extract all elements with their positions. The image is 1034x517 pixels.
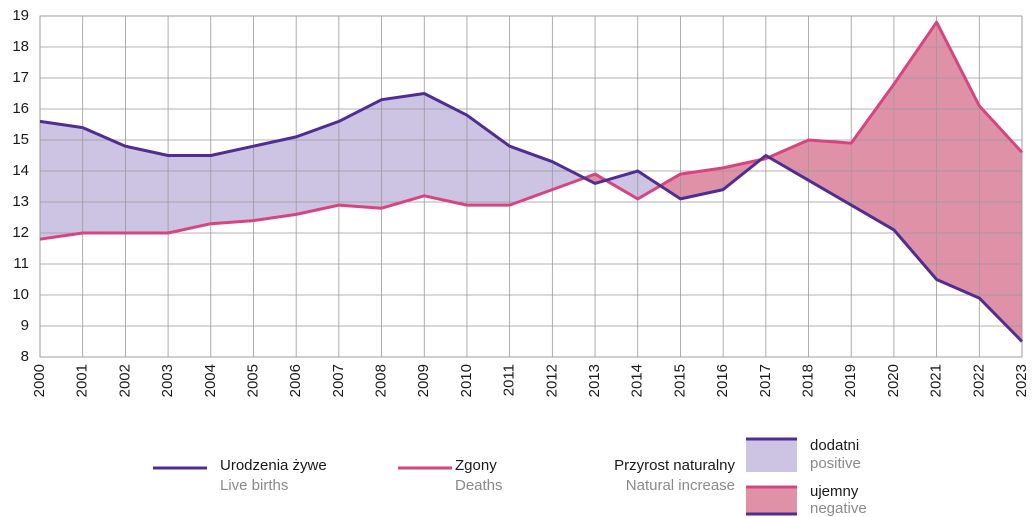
y-tick-label: 19 xyxy=(12,7,29,24)
fill-area xyxy=(637,171,661,199)
fill-area xyxy=(125,146,169,233)
grid: 8 9 10 11 12 13 14 15 16 17 18 19 2000 2001 2002 2003 20… xyxy=(12,7,1030,397)
legend-title-en: Natural increase xyxy=(626,477,735,494)
legend: Urodzenia żywe Live births Zgony Deaths Przy… xyxy=(153,437,867,517)
y-tick-label: 12 xyxy=(12,224,29,241)
fill-area xyxy=(552,161,585,190)
x-tick-label: 2002 xyxy=(116,364,133,397)
fill-area xyxy=(338,99,382,209)
legend-swatch xyxy=(746,486,797,514)
legend-label-en: positive xyxy=(810,455,861,472)
y-tick-label: 14 xyxy=(12,162,29,179)
areas xyxy=(40,22,1022,342)
legend-label-en: Deaths xyxy=(455,477,503,494)
x-tick-label: 2010 xyxy=(458,364,475,397)
x-tick-label: 2014 xyxy=(629,364,646,397)
fill-area xyxy=(893,22,937,280)
x-tick-label: 2023 xyxy=(1013,364,1030,397)
x-tick-label: 2021 xyxy=(928,364,945,397)
x-tick-label: 2011 xyxy=(501,364,518,396)
x-tick-label: 2015 xyxy=(671,364,688,397)
fill-area xyxy=(936,22,980,299)
fill-area xyxy=(424,93,467,206)
legend-label: Zgony xyxy=(455,457,497,474)
fill-area xyxy=(768,140,809,181)
x-tick-label: 2017 xyxy=(757,364,774,397)
plot-frame xyxy=(39,15,1023,358)
x-tick-label: 2000 xyxy=(31,364,48,397)
x-tick-label: 2004 xyxy=(202,364,219,397)
legend-label: Urodzenia żywe xyxy=(220,457,327,474)
y-tick-label: 15 xyxy=(12,131,29,148)
y-tick-label: 10 xyxy=(12,286,29,303)
legend-swatch xyxy=(746,438,797,472)
y-tick-label: 9 xyxy=(21,317,29,334)
fill-area xyxy=(253,136,297,221)
x-tick-label: 2018 xyxy=(799,364,816,397)
y-tick-label: 13 xyxy=(12,193,29,210)
legend-label: dodatni xyxy=(810,437,859,454)
x-tick-label: 2003 xyxy=(159,364,176,397)
legend-title: Przyrost naturalny xyxy=(614,457,735,474)
x-tick-label: 2008 xyxy=(373,364,390,397)
fill-area xyxy=(168,155,211,233)
fill-area xyxy=(808,140,852,206)
legend-label-en: negative xyxy=(810,500,867,517)
lines xyxy=(39,20,1024,343)
y-tick-label: 11 xyxy=(13,255,29,272)
fill-area xyxy=(979,105,1022,342)
fill-area xyxy=(851,84,894,230)
fill-area xyxy=(40,121,83,240)
series-line xyxy=(39,92,1024,343)
fill-area xyxy=(296,121,339,215)
y-tick-label: 16 xyxy=(12,100,29,117)
y-tick-label: 8 xyxy=(21,348,29,365)
fill-area xyxy=(210,146,254,224)
x-tick-label: 2022 xyxy=(970,364,987,397)
x-tick-label: 2001 xyxy=(74,364,91,397)
x-tick-label: 2007 xyxy=(330,364,347,397)
legend-label-en: Live births xyxy=(220,477,288,494)
x-tick-label: 2013 xyxy=(586,364,603,397)
x-tick-label: 2006 xyxy=(287,364,304,397)
fill-area xyxy=(660,174,681,199)
x-tick-label: 2009 xyxy=(415,364,432,397)
fill-area xyxy=(509,146,553,206)
x-tick-label: 2005 xyxy=(244,364,261,397)
fill-area xyxy=(82,127,126,233)
fill-area xyxy=(466,115,510,206)
series-line xyxy=(39,20,1024,241)
x-tick-label: 2016 xyxy=(714,364,731,397)
fill-area xyxy=(381,93,425,209)
y-tick-label: 18 xyxy=(12,38,29,55)
x-tick-label: 2020 xyxy=(885,364,902,397)
x-tick-label: 2019 xyxy=(842,364,859,397)
y-tick-label: 17 xyxy=(12,69,29,86)
legend-label: ujemny xyxy=(810,483,859,500)
x-tick-label: 2012 xyxy=(543,364,560,397)
